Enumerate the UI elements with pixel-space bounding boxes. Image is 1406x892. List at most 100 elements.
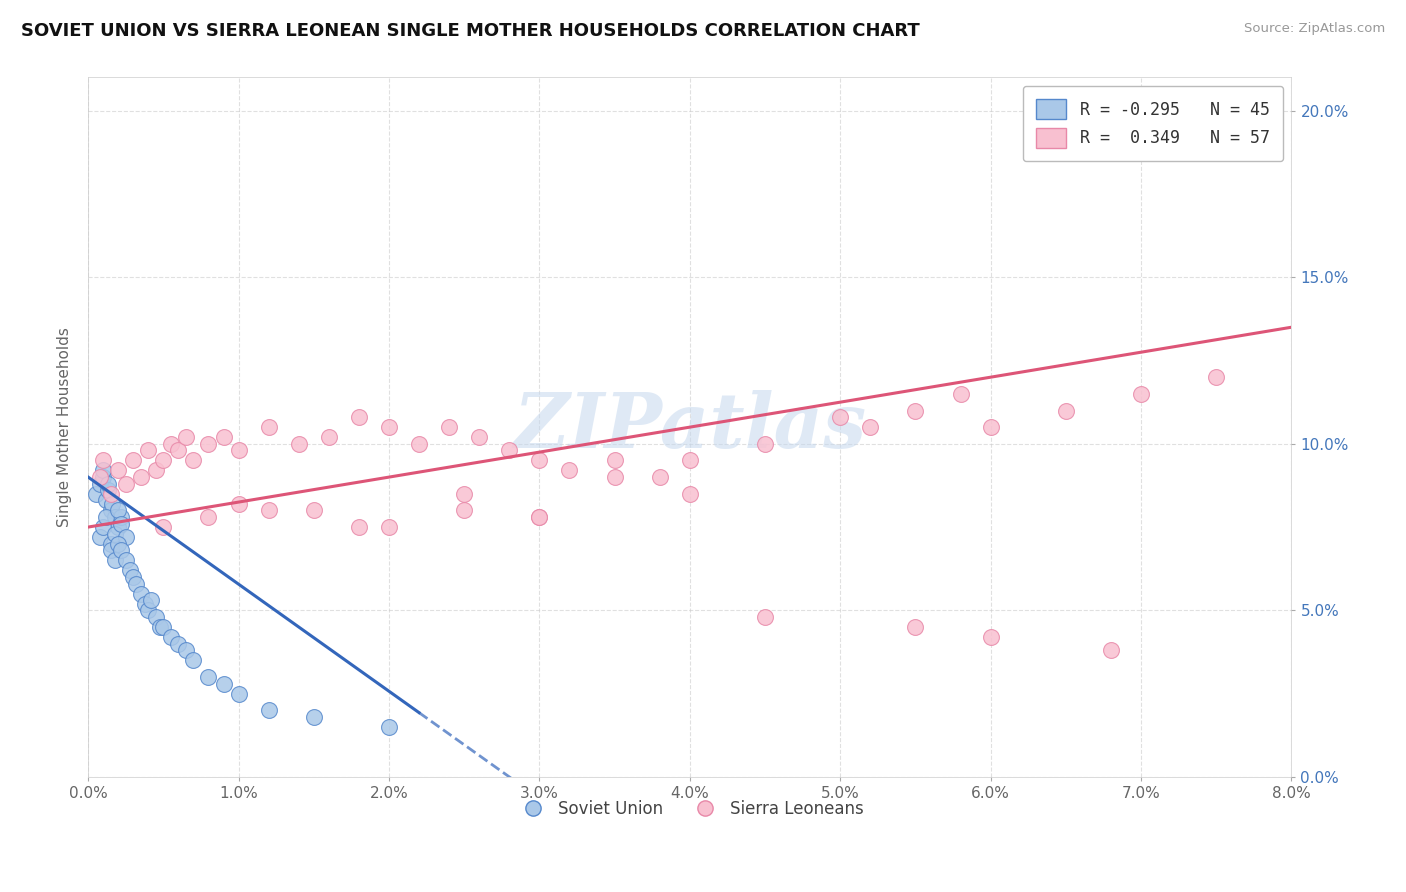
Legend: Soviet Union, Sierra Leoneans: Soviet Union, Sierra Leoneans [509, 793, 870, 824]
Point [529, 510, 551, 524]
Point [228, 497, 250, 511]
Point [104, 526, 127, 541]
Point [498, 443, 520, 458]
Point [904, 403, 927, 417]
Point [174, 643, 197, 657]
Point [603, 470, 626, 484]
Point [679, 453, 702, 467]
Point [122, 453, 145, 467]
Point [125, 576, 148, 591]
Point [100, 503, 122, 517]
Point [129, 470, 152, 484]
Point [114, 476, 136, 491]
Point [347, 410, 370, 425]
Point [89, 470, 111, 484]
Point [100, 543, 122, 558]
Y-axis label: Single Mother Households: Single Mother Households [58, 327, 72, 527]
Text: SOVIET UNION VS SIERRA LEONEAN SINGLE MOTHER HOUSEHOLDS CORRELATION CHART: SOVIET UNION VS SIERRA LEONEAN SINGLE MO… [21, 22, 920, 40]
Point [152, 453, 174, 467]
Point [114, 553, 136, 567]
Point [152, 620, 174, 634]
Point [104, 510, 127, 524]
Point [104, 553, 127, 567]
Point [141, 593, 163, 607]
Point [89, 476, 111, 491]
Point [228, 443, 250, 458]
Point [145, 463, 167, 477]
Point [1130, 387, 1153, 401]
Point [152, 520, 174, 534]
Point [302, 710, 325, 724]
Point [160, 630, 183, 644]
Point [96, 510, 118, 524]
Point [437, 420, 460, 434]
Point [91, 470, 114, 484]
Point [529, 453, 551, 467]
Point [378, 420, 401, 434]
Point [347, 520, 370, 534]
Point [107, 537, 129, 551]
Point [97, 483, 120, 498]
Text: ZIPatlas: ZIPatlas [513, 390, 866, 464]
Point [197, 670, 219, 684]
Point [167, 637, 190, 651]
Point [197, 510, 219, 524]
Point [287, 437, 309, 451]
Point [136, 603, 159, 617]
Point [980, 630, 1002, 644]
Point [160, 437, 183, 451]
Point [114, 530, 136, 544]
Point [100, 537, 122, 551]
Point [257, 703, 280, 717]
Point [408, 437, 430, 451]
Point [453, 503, 475, 517]
Point [183, 653, 205, 667]
Point [134, 597, 156, 611]
Point [100, 487, 122, 501]
Point [904, 620, 927, 634]
Point [603, 453, 626, 467]
Point [679, 487, 702, 501]
Point [859, 420, 882, 434]
Point [145, 610, 167, 624]
Point [197, 437, 219, 451]
Point [529, 510, 551, 524]
Point [453, 487, 475, 501]
Point [107, 520, 129, 534]
Point [1205, 370, 1227, 384]
Point [754, 437, 776, 451]
Point [120, 563, 142, 577]
Point [212, 676, 235, 690]
Point [228, 687, 250, 701]
Point [107, 503, 129, 517]
Point [91, 463, 114, 477]
Point [1054, 403, 1077, 417]
Point [949, 387, 972, 401]
Point [149, 620, 172, 634]
Point [754, 610, 776, 624]
Point [257, 503, 280, 517]
Text: Source: ZipAtlas.com: Source: ZipAtlas.com [1244, 22, 1385, 36]
Point [830, 410, 852, 425]
Point [110, 543, 132, 558]
Point [558, 463, 581, 477]
Point [212, 430, 235, 444]
Point [648, 470, 671, 484]
Point [110, 516, 132, 531]
Point [136, 443, 159, 458]
Point [378, 720, 401, 734]
Point [110, 510, 132, 524]
Point [101, 497, 124, 511]
Point [174, 430, 197, 444]
Point [468, 430, 491, 444]
Point [107, 463, 129, 477]
Point [318, 430, 340, 444]
Point [1099, 643, 1122, 657]
Point [84, 487, 107, 501]
Point [167, 443, 190, 458]
Point [257, 420, 280, 434]
Point [129, 587, 152, 601]
Point [302, 503, 325, 517]
Point [91, 520, 114, 534]
Point [183, 453, 205, 467]
